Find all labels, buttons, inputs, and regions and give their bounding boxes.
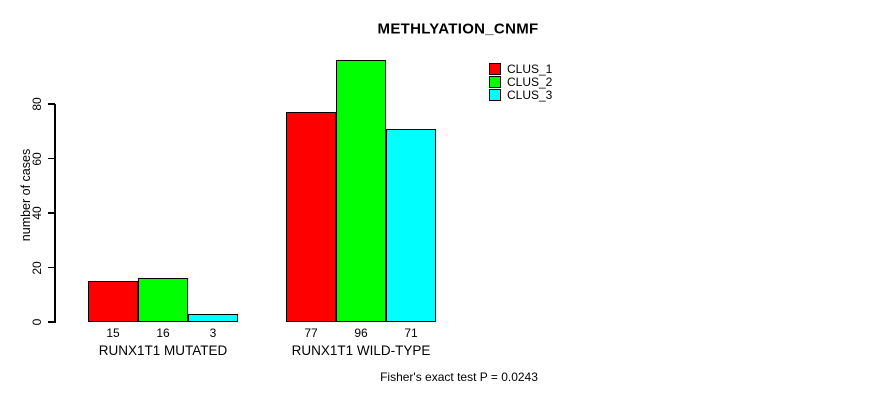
x-category-label: RUNX1T1 WILD-TYPE (291, 343, 431, 358)
y-tick (48, 212, 55, 214)
y-tick (48, 103, 55, 105)
bar-value-label: 77 (304, 326, 318, 340)
y-tick-label: 20 (30, 260, 44, 275)
bar (336, 60, 386, 322)
bar (88, 281, 138, 322)
y-tick (48, 321, 55, 323)
y-tick-label: 40 (30, 206, 44, 220)
bar-value-label: 71 (404, 326, 418, 340)
bar (188, 313, 238, 322)
y-tick (48, 157, 55, 160)
legend-label: CLUS_3 (507, 88, 553, 102)
bar (286, 112, 336, 322)
bar (386, 128, 436, 322)
y-tick (48, 266, 55, 269)
y-tick-label: 0 (30, 318, 44, 326)
x-category-label: RUNX1T1 MUTATED (98, 343, 228, 358)
legend: CLUS_1 CLUS_2 CLUS_3 (489, 63, 552, 102)
bar-value-label: 96 (354, 326, 368, 340)
bar-value-label: 16 (156, 326, 170, 340)
legend-item: CLUS_1 (489, 63, 552, 75)
bar-value-label: 3 (209, 326, 217, 340)
y-tick-label: 60 (30, 151, 44, 166)
legend-label: CLUS_1 (507, 62, 553, 76)
legend-swatch (489, 89, 501, 101)
chart-title: METHLYATION_CNMF (377, 20, 539, 38)
legend-swatch (489, 76, 501, 88)
bar (138, 278, 188, 322)
stat-annotation: Fisher's exact test P = 0.0243 (380, 370, 538, 384)
legend-item: CLUS_3 (489, 89, 552, 101)
legend-swatch (489, 63, 501, 75)
y-tick-label: 80 (30, 97, 44, 111)
legend-item: CLUS_2 (489, 76, 552, 88)
bar-value-label: 15 (106, 326, 120, 340)
legend-label: CLUS_2 (507, 75, 553, 89)
